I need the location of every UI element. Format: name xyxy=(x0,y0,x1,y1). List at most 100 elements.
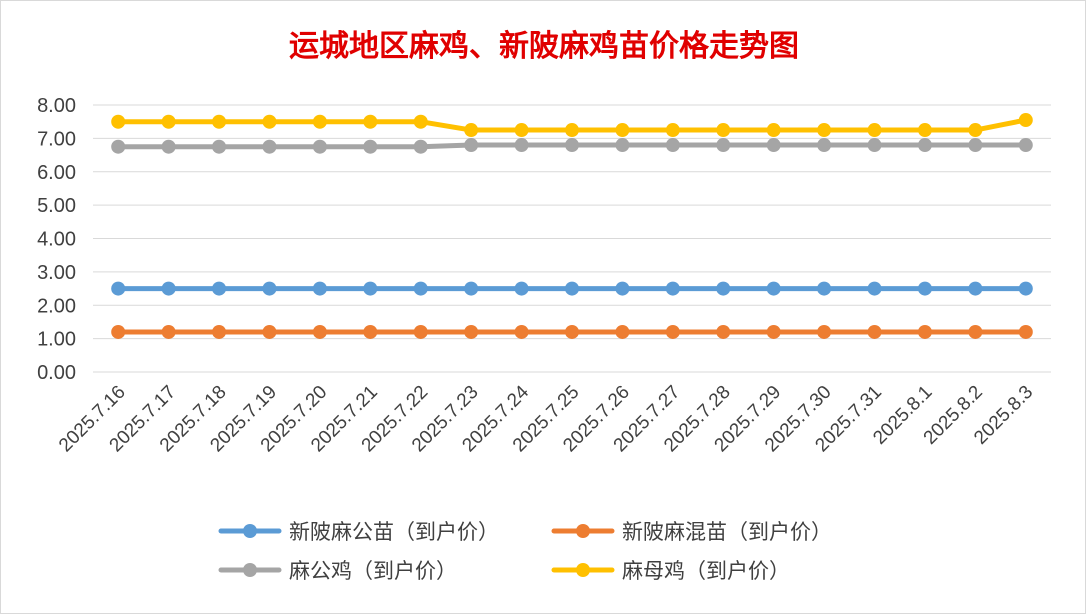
data-point xyxy=(262,324,277,339)
data-point xyxy=(111,281,126,296)
data-point xyxy=(212,139,227,154)
legend-label: 麻母鸡（到户价） xyxy=(622,559,790,583)
data-point xyxy=(968,281,983,296)
data-point xyxy=(464,324,479,339)
data-point xyxy=(212,114,227,129)
legend-item: 麻公鸡（到户价） xyxy=(218,559,457,583)
data-point xyxy=(161,139,176,154)
data-point xyxy=(161,114,176,129)
data-point xyxy=(363,139,378,154)
data-point xyxy=(464,123,479,138)
grid-lines xyxy=(93,104,1051,373)
data-point xyxy=(716,324,731,339)
data-point xyxy=(312,114,327,129)
x-axis-ticks: 2025.7.162025.7.172025.7.182025.7.192025… xyxy=(55,381,1037,456)
data-point xyxy=(565,324,579,339)
data-point xyxy=(867,324,882,339)
legend-item: 新陂麻混苗（到户价） xyxy=(551,520,832,544)
y-tick-label: 8.00 xyxy=(37,95,76,117)
data-point xyxy=(413,114,428,129)
y-axis-ticks: 0.00 1.00 2.00 3.00 4.00 5.00 6.00 7.00 8.00 xyxy=(37,95,76,384)
data-point xyxy=(1018,113,1033,128)
data-point xyxy=(514,123,529,138)
legend-item: 新陂麻公苗（到户价） xyxy=(218,520,499,544)
series-3 xyxy=(111,113,1033,138)
legend-marker xyxy=(576,563,590,577)
data-point xyxy=(363,281,378,296)
legend-marker xyxy=(576,524,590,538)
data-point xyxy=(1018,281,1033,296)
legend-label: 麻公鸡（到户价） xyxy=(289,559,457,583)
data-point xyxy=(766,123,781,138)
data-point xyxy=(766,138,781,153)
legend-item: 麻母鸡（到户价） xyxy=(551,559,790,583)
data-point xyxy=(111,114,126,129)
data-point xyxy=(917,123,932,138)
data-point xyxy=(665,281,680,296)
data-point xyxy=(363,324,378,339)
data-point xyxy=(111,139,126,154)
data-point xyxy=(312,139,327,154)
y-tick-label: 0.00 xyxy=(37,362,76,384)
data-point xyxy=(968,324,983,339)
data-point xyxy=(817,123,832,138)
y-tick-label: 4.00 xyxy=(37,229,76,251)
data-point xyxy=(615,138,630,153)
data-point xyxy=(867,138,882,153)
y-tick-label: 1.00 xyxy=(37,329,76,351)
data-point xyxy=(665,138,680,153)
data-point xyxy=(917,138,932,153)
legend-label: 新陂麻混苗（到户价） xyxy=(622,520,832,544)
data-point xyxy=(968,123,983,138)
data-point xyxy=(817,138,832,153)
data-point xyxy=(464,281,479,296)
data-point xyxy=(766,281,781,296)
legend: 新陂麻公苗（到户价） 新陂麻混苗（到户价） 麻公鸡（到户价） 麻母鸡（到户价） xyxy=(218,520,832,583)
data-point xyxy=(514,324,529,339)
data-point xyxy=(817,281,832,296)
data-point xyxy=(514,138,529,153)
data-point xyxy=(716,281,731,296)
y-tick-label: 3.00 xyxy=(37,262,76,284)
data-point xyxy=(867,123,882,138)
data-point xyxy=(665,324,680,339)
data-point xyxy=(413,139,428,154)
data-point xyxy=(665,123,680,138)
y-tick-label: 7.00 xyxy=(37,128,76,150)
data-point xyxy=(615,281,630,296)
data-point xyxy=(565,123,579,138)
data-point xyxy=(716,123,731,138)
data-point xyxy=(161,281,176,296)
data-point xyxy=(312,324,327,339)
data-point xyxy=(817,324,832,339)
data-point xyxy=(413,281,428,296)
data-point xyxy=(917,324,932,339)
data-point xyxy=(615,123,630,138)
legend-label: 新陂麻公苗（到户价） xyxy=(289,520,499,544)
series-2 xyxy=(111,138,1033,154)
data-point xyxy=(262,281,277,296)
data-point xyxy=(312,281,327,296)
data-point xyxy=(917,281,932,296)
data-point xyxy=(716,138,731,153)
data-point xyxy=(1018,138,1033,153)
data-point xyxy=(111,324,126,339)
legend-marker xyxy=(243,563,257,577)
data-point xyxy=(565,138,579,153)
y-tick-label: 5.00 xyxy=(37,195,76,217)
legend-marker xyxy=(243,524,257,538)
data-point xyxy=(262,114,277,129)
series-0 xyxy=(111,281,1033,296)
data-point xyxy=(212,281,227,296)
data-point xyxy=(413,324,428,339)
series-group xyxy=(111,113,1033,339)
data-point xyxy=(615,324,630,339)
data-point xyxy=(212,324,227,339)
data-point xyxy=(161,324,176,339)
chart-title: 运城地区麻鸡、新陂麻鸡苗价格走势图 xyxy=(289,29,799,64)
data-point xyxy=(262,139,277,154)
y-tick-label: 2.00 xyxy=(37,295,76,317)
data-point xyxy=(766,324,781,339)
